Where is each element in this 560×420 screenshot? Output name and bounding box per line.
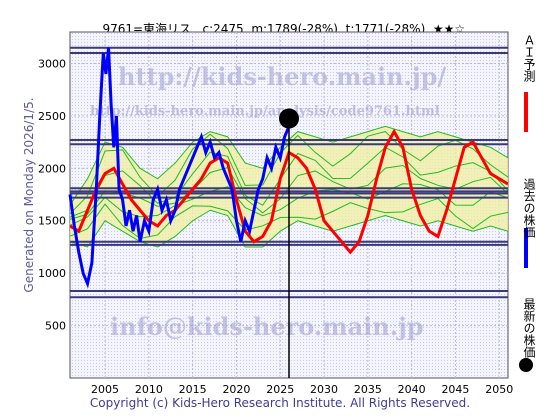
x-tick-label: 2035 bbox=[354, 383, 382, 396]
legend-ai-swatch bbox=[524, 92, 528, 132]
x-tick-label: 2045 bbox=[441, 383, 469, 396]
latest-point bbox=[279, 108, 299, 129]
y-tick-label: 500 bbox=[45, 320, 66, 333]
legend-past-price: 過去の株価 bbox=[522, 178, 536, 238]
watermark-analysis-url: http://kids-hero.main.jp/analysis/code97… bbox=[90, 104, 440, 119]
y-tick-label: 2000 bbox=[38, 162, 66, 175]
x-tick-label: 2020 bbox=[222, 383, 250, 396]
x-tick-label: 2015 bbox=[179, 383, 207, 396]
x-tick-label: 2040 bbox=[398, 383, 426, 396]
watermark-url: http://kids-hero.main.jp/ bbox=[118, 62, 446, 91]
x-tick-label: 2010 bbox=[135, 383, 163, 396]
legend-past-swatch bbox=[524, 228, 528, 268]
generated-label: Generated on Monday 2026/1/5. bbox=[22, 97, 36, 293]
x-tick-label: 2030 bbox=[310, 383, 338, 396]
x-tick-label: 2005 bbox=[91, 383, 119, 396]
latest-marker bbox=[279, 108, 299, 378]
watermark-email: info@kids-hero.main.jp bbox=[110, 312, 424, 341]
x-axis: 2005 2010 2015 2020 2025 2030 2035 2040 2045 2050 bbox=[91, 383, 513, 396]
legend-latest-price: 最新の株価 bbox=[522, 298, 536, 358]
legend-latest-dot bbox=[519, 358, 533, 372]
past-price-line bbox=[68, 47, 291, 289]
watermarks: http://kids-hero.main.jp/ http://kids-he… bbox=[90, 62, 446, 341]
y-axis: 500 1000 1500 2000 2500 3000 bbox=[38, 57, 66, 332]
y-tick-label: 1500 bbox=[38, 215, 66, 228]
y-tick-label: 3000 bbox=[38, 57, 66, 70]
legend-ai-prediction: ＡＩ予測 bbox=[522, 34, 536, 82]
x-tick-label: 2050 bbox=[485, 383, 513, 396]
y-tick-label: 1000 bbox=[38, 267, 66, 280]
y-tick-label: 2500 bbox=[38, 110, 66, 123]
copyright: Copyright (c) Kids-Hero Research Institu… bbox=[89, 396, 471, 410]
x-tick-label: 2025 bbox=[266, 383, 294, 396]
